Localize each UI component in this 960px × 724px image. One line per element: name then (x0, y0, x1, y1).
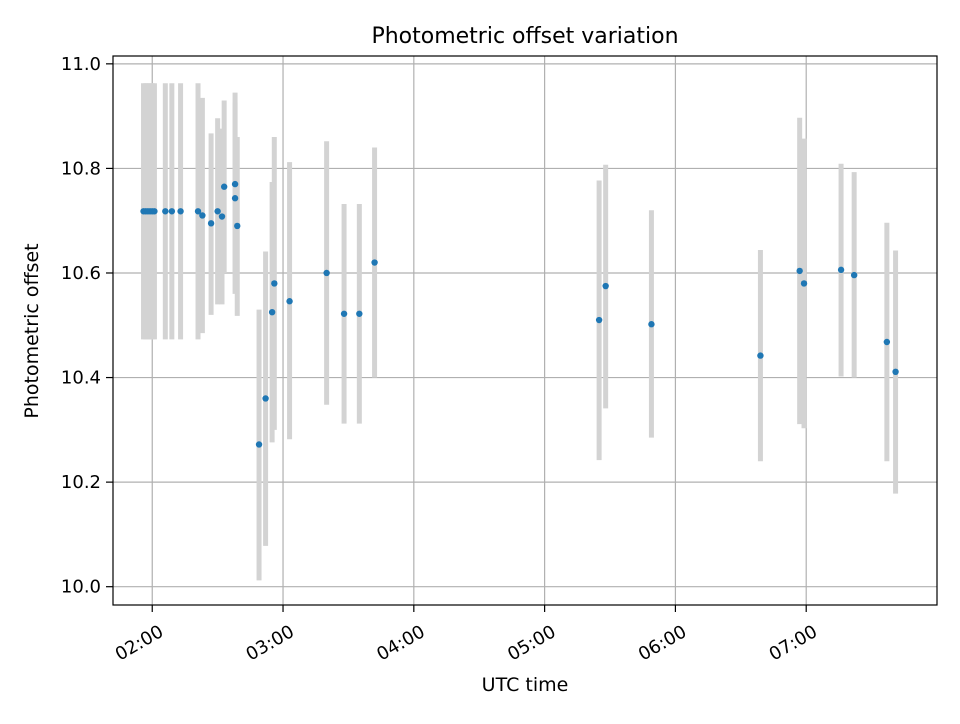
data-point (214, 208, 221, 215)
data-point (234, 222, 241, 230)
data-point (850, 271, 858, 279)
data-point (595, 316, 603, 324)
data-point (162, 208, 169, 215)
data-point (168, 208, 176, 215)
data-point (268, 309, 276, 316)
data-point-layer (140, 180, 899, 448)
data-point (262, 395, 269, 402)
data-point (207, 220, 215, 227)
y-tick-label: 10.0 (61, 577, 101, 598)
data-point (177, 208, 184, 215)
data-point (837, 266, 845, 274)
data-point (231, 180, 239, 188)
data-point (151, 208, 158, 215)
chart-title: Photometric offset variation (371, 24, 678, 49)
y-axis-label: Photometric offset (21, 243, 43, 418)
data-point (800, 280, 808, 287)
data-point (271, 280, 278, 287)
data-point (883, 338, 891, 346)
data-point (220, 183, 228, 190)
data-point (323, 269, 330, 277)
data-point (356, 310, 363, 317)
y-tick-label: 10.8 (61, 158, 101, 179)
y-tick-label: 10.2 (61, 472, 101, 493)
y-tick-label: 10.4 (61, 368, 101, 389)
data-point (648, 321, 655, 328)
data-point (602, 282, 609, 290)
data-point (796, 267, 803, 275)
x-axis-label: UTC time (482, 674, 569, 696)
data-point (231, 195, 239, 202)
data-point (757, 352, 764, 359)
data-point (286, 298, 293, 305)
data-point (194, 208, 202, 215)
data-point (218, 213, 226, 220)
y-tick-label: 11.0 (61, 54, 101, 75)
y-tick-label: 10.6 (61, 263, 101, 284)
plot-frame (112, 55, 938, 606)
data-point (371, 259, 378, 266)
data-point (255, 441, 263, 448)
data-point (892, 368, 899, 376)
data-point (340, 310, 348, 317)
data-point (199, 212, 206, 219)
